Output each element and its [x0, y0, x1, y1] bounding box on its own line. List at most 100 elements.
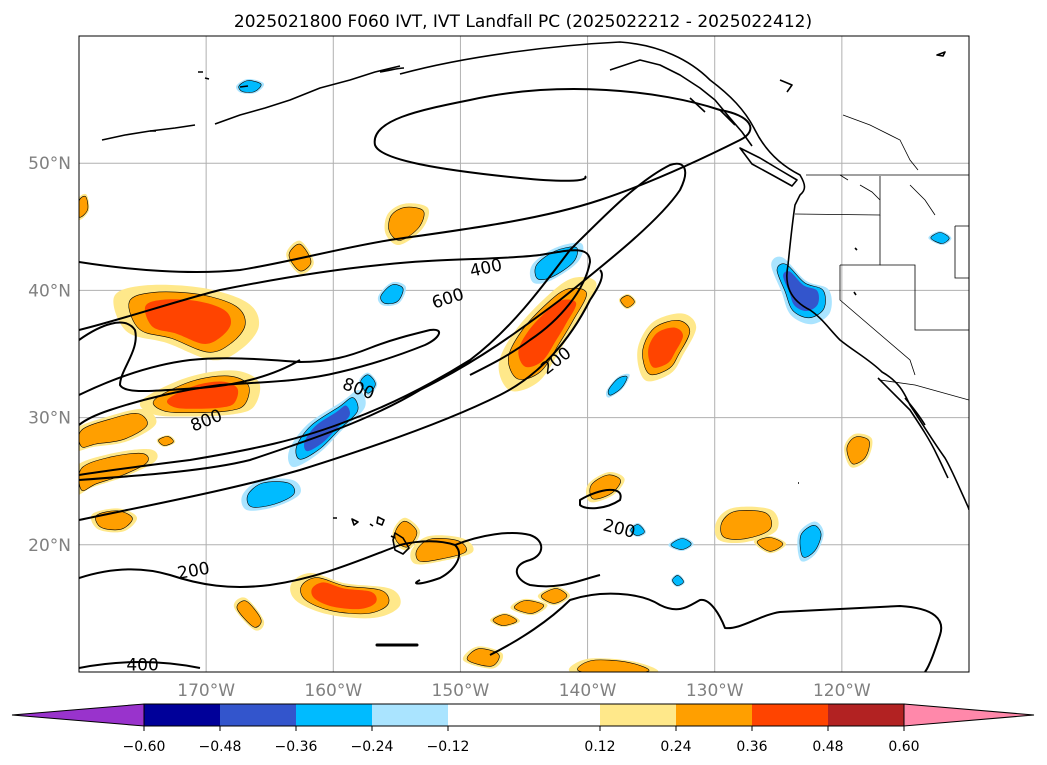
colorbar-extend-min [11, 703, 145, 727]
colorbar: −0.60 −0.48 −0.36 −0.24 −0.12 0.12 0.24 0.36 0.4… [11, 703, 1035, 755]
probability-fill-layer [672, 575, 684, 586]
colorbar-tick-label: −0.12 [427, 739, 470, 755]
colorbar-tick-label: −0.24 [351, 739, 394, 755]
colorbar-tick-label: −0.36 [275, 739, 318, 755]
probability-fill-layer [360, 374, 376, 394]
positive-probability-area [498, 277, 597, 392]
positive-probability-area [586, 471, 625, 503]
negative-probability-area [928, 231, 952, 245]
positive-probability-area [79, 193, 90, 221]
lat-tick-label: 30°N [28, 409, 71, 429]
positive-probability-area [844, 433, 873, 468]
contour-label: 400 [126, 655, 158, 675]
negative-probability-area [236, 78, 265, 94]
lat-tick-label: 50°N [28, 154, 71, 174]
colorbar-segment [220, 704, 296, 726]
colorbar-tick-label: −0.60 [123, 739, 166, 755]
political-borders [794, 114, 969, 401]
lon-tick-label: 130°W [686, 681, 744, 701]
probability-fill-layer [720, 510, 772, 540]
probability-fill-layer [670, 538, 692, 550]
colorbar-tick-label: 0.48 [812, 739, 843, 755]
probability-fill-layer [492, 614, 518, 626]
lat-tick-label: 40°N [28, 281, 71, 301]
probability-fill-layer [620, 295, 635, 308]
positive-probability-area [233, 597, 265, 631]
probability-fill-layer [607, 375, 628, 396]
colorbar-segment [828, 704, 904, 726]
lon-tick-label: 120°W [813, 681, 871, 701]
colorbar-extend-max [903, 703, 1035, 727]
probability-fill-layer [540, 588, 568, 604]
positive-probability-area [79, 408, 157, 452]
colorbar-segment [752, 704, 828, 726]
negative-probability-area [628, 522, 647, 537]
map-frame [78, 35, 970, 673]
probability-fill-layer [144, 299, 232, 344]
latitude-labels: 50°N 40°N 30°N 20°N [28, 154, 71, 556]
positive-probability-area [490, 613, 521, 627]
probability-fill-layer [846, 436, 870, 465]
positive-probability-area [568, 658, 659, 672]
probability-fill-layer [394, 520, 418, 548]
negative-probability-area [797, 521, 824, 562]
colorbar-tick-label: 0.24 [660, 739, 691, 755]
colorbar-tick-label: 0.60 [888, 739, 919, 755]
coastlines [101, 41, 969, 647]
probability-fill-layer [513, 600, 545, 614]
lon-tick-label: 160°W [304, 681, 362, 701]
colorbar-frame [143, 703, 905, 727]
probability-fill-layer [589, 474, 621, 500]
probability-fill-areas [79, 78, 952, 672]
probability-fill-layer [238, 80, 262, 93]
probability-fill-layer [311, 582, 377, 610]
negative-probability-area [668, 537, 694, 551]
positive-probability-area [79, 449, 158, 496]
probability-fill-layer [79, 195, 89, 218]
lon-tick-label: 150°W [432, 681, 490, 701]
colorbar-segment [372, 704, 448, 726]
negative-probability-area [241, 478, 301, 511]
positive-probability-area [753, 535, 787, 554]
gridlines [79, 36, 969, 672]
positive-probability-area [510, 598, 548, 616]
probability-fill-layer [380, 284, 404, 305]
colorbar-tick-label: −0.48 [199, 739, 242, 755]
probability-fill-layer [756, 537, 784, 552]
positive-probability-area [156, 435, 176, 447]
colorbar-tick-label: 0.12 [584, 739, 615, 755]
longitude-labels: 170°W 160°W 150°W 140°W 130°W 120°W [177, 681, 871, 701]
ivt-contours [79, 88, 943, 672]
colorbar-segment [296, 704, 372, 726]
probability-fill-layer [783, 271, 819, 312]
colorbar-tick-label: 0.36 [736, 739, 767, 755]
probability-fill-layer [79, 413, 148, 448]
probability-fill-layer [158, 436, 174, 446]
probability-fill-layer [930, 232, 950, 244]
negative-probability-area [671, 574, 685, 587]
probability-fill-layer [466, 648, 500, 667]
colorbar-segment [600, 704, 676, 726]
positive-probability-area [462, 646, 504, 669]
probability-fill-layer [388, 206, 425, 241]
chart-title: 2025021800 F060 IVT, IVT Landfall PC (20… [234, 12, 812, 32]
colorbar-segment [448, 704, 600, 726]
negative-probability-area [377, 281, 407, 306]
probability-fill-layer [166, 381, 239, 409]
probability-fill-layer [630, 524, 645, 536]
probability-fill-layer [246, 481, 296, 508]
colorbar-segment [676, 704, 752, 726]
probability-fill-layer [79, 452, 149, 492]
probability-fill-layer [799, 524, 822, 558]
positive-probability-area [714, 506, 779, 544]
probability-fill-layer [577, 659, 650, 672]
positive-probability-area [637, 313, 697, 382]
negative-probability-area [605, 373, 630, 398]
lon-tick-label: 170°W [177, 681, 235, 701]
positive-probability-area [537, 586, 571, 606]
colorbar-segment [144, 704, 220, 726]
lon-tick-label: 140°W [559, 681, 617, 701]
probability-fill-layer [236, 600, 262, 628]
